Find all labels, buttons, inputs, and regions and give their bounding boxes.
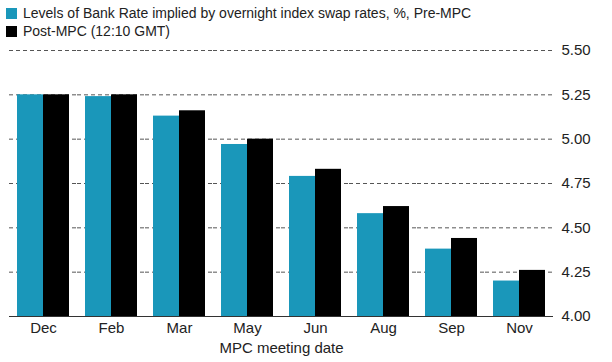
svg-text:5.00: 5.00 — [562, 130, 591, 147]
svg-text:Mar: Mar — [167, 319, 193, 336]
svg-text:5.50: 5.50 — [562, 41, 591, 58]
svg-text:Aug: Aug — [370, 319, 397, 336]
svg-text:Feb: Feb — [99, 319, 125, 336]
svg-text:Sep: Sep — [438, 319, 465, 336]
html-text:Post-MPC (12:10 GMT): Post-MPC (12:10 GMT) — [23, 23, 170, 39]
svg-text:4.50: 4.50 — [562, 219, 591, 236]
svg-text:5.25: 5.25 — [562, 86, 591, 103]
svg-text:Nov: Nov — [506, 319, 533, 336]
svg-text:4.00: 4.00 — [562, 307, 591, 324]
svg-text:4.25: 4.25 — [562, 263, 591, 280]
svg-text:MPC meeting date: MPC meeting date — [219, 339, 343, 356]
svg-text:Dec: Dec — [30, 319, 57, 336]
svg-text:Jun: Jun — [303, 319, 327, 336]
svg-text:4.75: 4.75 — [562, 174, 591, 191]
svg-text:May: May — [233, 319, 262, 336]
html-text:Levels of Bank Rate implied by: Levels of Bank Rate implied by overnight… — [23, 5, 472, 21]
